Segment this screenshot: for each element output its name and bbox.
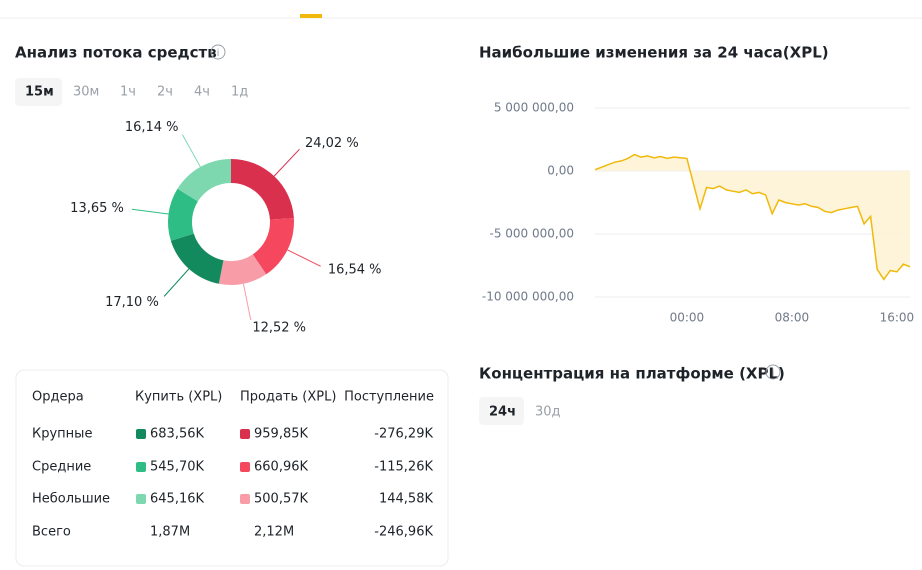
- sell-dot: [240, 494, 250, 504]
- time-tab[interactable]: 4ч: [194, 85, 210, 100]
- leader-line: [273, 148, 300, 177]
- leader-line: [242, 283, 252, 321]
- donut-label: 13,65 %: [70, 201, 124, 216]
- row-label: Средние: [32, 460, 91, 475]
- x-tick-label: 00:00: [670, 311, 705, 325]
- buy-value: 645,16K: [150, 492, 204, 507]
- time-tab[interactable]: 1ч: [120, 85, 136, 100]
- period-tab[interactable]: 24ч: [489, 405, 516, 420]
- table-header: Поступление: [344, 390, 434, 405]
- sell-value: 660,96K: [254, 460, 308, 475]
- area-fill: [595, 154, 910, 280]
- active-tab-indicator: [300, 14, 322, 18]
- donut-label: 12,52 %: [252, 320, 306, 335]
- donut-segment: [231, 159, 294, 220]
- time-tab[interactable]: 1д: [231, 85, 248, 100]
- donut-label: 16,54 %: [328, 262, 382, 277]
- period-tab[interactable]: 30д: [535, 405, 561, 420]
- svg-text:i: i: [772, 368, 775, 379]
- row-label: Всего: [32, 525, 71, 540]
- buy-value: 1,87M: [150, 525, 190, 540]
- inflow-value: -246,96K: [374, 525, 433, 540]
- y-tick-label: 5 000 000,00: [494, 101, 574, 115]
- donut-segment: [252, 218, 294, 275]
- buy-value: 545,70K: [150, 460, 204, 475]
- change-title: Наибольшие изменения за 24 часа(XPL): [479, 44, 829, 62]
- info-icon[interactable]: i: [765, 364, 781, 380]
- line: [594, 153, 911, 281]
- leader-line: [287, 249, 321, 267]
- tab-bg: [15, 78, 62, 106]
- donut-segment: [218, 254, 267, 285]
- inflow-value: 144,58K: [379, 492, 433, 507]
- sell-value: 2,12M: [254, 525, 294, 540]
- row-label: Небольшие: [32, 492, 110, 507]
- buy-dot: [136, 429, 146, 439]
- time-tab[interactable]: 2ч: [157, 85, 173, 100]
- info-icon[interactable]: i: [210, 44, 226, 60]
- table-header: Ордера: [32, 390, 84, 405]
- sell-dot: [240, 429, 250, 439]
- x-tick-label: 16:00: [880, 311, 915, 325]
- tab-bg: [479, 397, 524, 425]
- donut-segment: [177, 159, 231, 202]
- time-tab[interactable]: 30м: [73, 85, 99, 100]
- buy-value: 683,56K: [150, 427, 204, 442]
- leader-line: [163, 268, 190, 297]
- time-tab[interactable]: 15м: [25, 85, 54, 100]
- row-label: Крупные: [32, 427, 92, 442]
- inflow-value: -115,26K: [374, 460, 433, 475]
- donut-segment: [170, 233, 224, 284]
- donut-label: 17,10 %: [105, 295, 159, 310]
- sell-dot: [240, 462, 250, 472]
- donut-label: 16,14 %: [125, 120, 179, 135]
- donut-label: 24,02 %: [305, 136, 359, 151]
- buy-dot: [136, 494, 146, 504]
- sell-value: 959,85K: [254, 427, 308, 442]
- y-tick-label: -10 000 000,00: [482, 290, 574, 304]
- leader-line: [181, 134, 201, 168]
- y-tick-label: 0,00: [547, 164, 574, 178]
- y-tick-label: -5 000 000,00: [490, 227, 575, 241]
- concentration-title: Концентрация на платформе (XPL): [479, 365, 785, 383]
- svg-text:i: i: [217, 48, 220, 59]
- donut-segment: [167, 188, 198, 241]
- table-header: Продать (XPL): [240, 390, 336, 405]
- x-tick-label: 08:00: [775, 311, 810, 325]
- buy-dot: [136, 462, 146, 472]
- flow-title: Анализ потока средств: [15, 44, 217, 62]
- table-box: [15, 369, 449, 567]
- table-header: Купить (XPL): [135, 390, 222, 405]
- leader-line: [131, 208, 169, 215]
- sell-value: 500,57K: [254, 492, 308, 507]
- inflow-value: -276,29K: [374, 427, 433, 442]
